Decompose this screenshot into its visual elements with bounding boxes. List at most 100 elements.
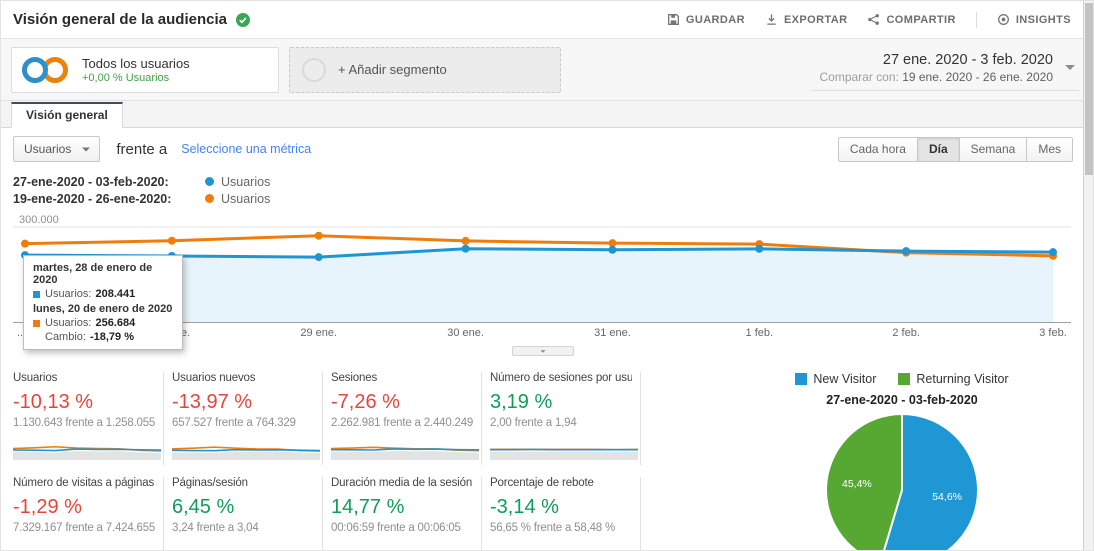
metric-select-value: Usuarios <box>24 142 72 156</box>
metric-card-title: Sesiones <box>331 372 378 384</box>
save-button[interactable]: GUARDAR <box>667 13 745 26</box>
tooltip-change-row: Cambio: -18,79 % <box>45 331 134 343</box>
pie-slice-new-visitor[interactable] <box>880 412 979 551</box>
granularity-cada-hora[interactable]: Cada hora <box>837 136 918 162</box>
save-label: GUARDAR <box>685 13 745 26</box>
verified-check-icon <box>235 12 250 27</box>
metric-card-porcentaje-de-rebote[interactable]: Porcentaje de rebote -3,14 % 56,65 % frent… <box>490 476 641 551</box>
tooltip-row-compare: Usuarios: 256.684 <box>33 317 173 329</box>
segment-name: Todos los usuarios <box>82 55 190 71</box>
pie-slice-value-label: 54,6% <box>932 491 962 503</box>
metric-card-title: Páginas/sesión <box>172 476 248 489</box>
metric-card-paginas-sesion[interactable]: Páginas/sesión 6,45 % 3,24 frente a 3,04 <box>172 476 323 551</box>
metric-card-delta: -10,13 % <box>13 391 94 413</box>
download-icon <box>767 14 776 25</box>
metric-card-comparison: 657.527 frente a 764.329 <box>172 417 296 429</box>
metric-card-delta: -3,14 % <box>490 495 559 518</box>
metric-card-title: Usuarios <box>13 372 58 384</box>
legend-range: 27-ene-2020 - 03-feb-2020: <box>13 174 169 189</box>
x-tick-4: 31 ene. <box>594 327 631 339</box>
metric-card-delta: -7,26 % <box>331 391 400 413</box>
metric-card-delta: 6,45 % <box>172 495 235 518</box>
x-tick-3: 30 ene. <box>447 327 484 339</box>
share-button[interactable]: COMPARTIR <box>867 13 955 26</box>
segment-rings-icon <box>22 56 68 83</box>
chart-collapse-handle[interactable] <box>512 346 574 356</box>
timeseries-chart[interactable]: 300.000 martes, 28 de enero de 2020 Usua… <box>13 213 1073 350</box>
date-range-selector[interactable]: 27 ene. 2020 - 3 feb. 2020 Comparar con:… <box>811 49 1079 91</box>
metric-card-comparison: 3,24 frente a 3,04 <box>172 521 259 534</box>
granularity-semana[interactable]: Semana <box>958 136 1028 162</box>
select-metric-link[interactable]: Seleccione una métrica <box>181 142 312 156</box>
series-color-dot-icon <box>205 177 214 186</box>
metric-select[interactable]: Usuarios <box>13 136 101 162</box>
legend-series-1: 27-ene-2020 - 03-feb-2020: Usuarios <box>13 173 1073 190</box>
pie-chart-svg[interactable]: 54,6% 45,4% <box>817 411 987 551</box>
metric-sparkline <box>172 539 320 551</box>
metric-sparkline <box>13 445 161 460</box>
metric-card-numero-de-visitas-a-paginas[interactable]: Número de visitas a páginas -1,29 % 7.329.… <box>13 476 164 551</box>
metric-sparkline <box>13 539 161 551</box>
floppy-disk-icon <box>667 14 679 25</box>
metric-card-delta: -1,29 % <box>13 495 82 518</box>
pie-legend-returning-visitor: Returning Visitor <box>898 372 1009 386</box>
add-segment-label: + Añadir segmento <box>338 62 447 77</box>
tab-band: Visión general <box>1 101 1093 128</box>
legend-metric: Usuarios <box>221 191 271 206</box>
metric-sparkline <box>331 539 479 551</box>
pie-legend-new-visitor: New Visitor <box>795 372 876 386</box>
granularity-dia[interactable]: Día <box>916 136 960 162</box>
metric-card-title: Número de sesiones por usuario <box>490 372 632 384</box>
pie-swatch-icon <box>795 373 808 385</box>
insights-label: INSIGHTS <box>1015 13 1071 26</box>
segment-all-users[interactable]: Todos los usuarios +0,00 % Usuarios <box>11 46 279 93</box>
pie-slice-returning-visitor[interactable] <box>825 412 903 551</box>
pie-swatch-icon <box>898 373 911 385</box>
add-segment-circle-icon <box>302 57 326 82</box>
metric-card-delta: -13,97 % <box>172 391 253 413</box>
share-icon <box>868 14 880 25</box>
export-button[interactable]: EXPORTAR <box>765 13 848 26</box>
export-label: EXPORTAR <box>783 13 848 26</box>
legend-metric: Usuarios <box>221 174 271 189</box>
x-tick-6: 2 feb. <box>892 327 920 339</box>
metric-cards-grid: Usuarios -10,13 % 1.130.643 frente a 1.258… <box>13 372 649 551</box>
report-content: Usuarios frente a Seleccione una métrica… <box>1 135 1085 551</box>
scrollbar-thumb[interactable] <box>1085 3 1093 175</box>
legend-range: 19-ene-2020 - 26-ene-2020: <box>13 191 172 206</box>
page-title: Visión general de la audiencia <box>13 11 227 28</box>
header-bar: Visión general de la audiencia GUARDAR <box>1 1 1093 39</box>
series-color-dot-icon <box>205 194 214 203</box>
chart-legend: 27-ene-2020 - 03-feb-2020: Usuarios 19-ene… <box>13 173 1073 207</box>
metric-card-title: Duración media de la sesión <box>331 476 473 489</box>
pie-slice-value-label: 45,4% <box>842 478 872 490</box>
metric-sparkline <box>490 539 638 551</box>
x-tick-5: 1 feb. <box>745 327 774 339</box>
y-axis-gridline-label: 300.000 <box>19 214 59 226</box>
pie-legend-label: Returning Visitor <box>916 372 1009 386</box>
metric-card-duracion-media-de-la-sesion[interactable]: Duración media de la sesión 14,77 % 00:06:… <box>331 476 482 551</box>
insights-icon <box>997 14 1009 25</box>
x-tick-0: ... <box>17 327 27 339</box>
header-actions: GUARDAR EXPORTAR COMPARTIR <box>667 11 1071 28</box>
add-segment-button[interactable]: + Añadir segmento <box>289 46 561 93</box>
pie-legend-label: New Visitor <box>813 372 877 386</box>
scrollbar[interactable] <box>1083 1 1093 550</box>
granularity-button-group: Cada hora Día Semana Mes <box>837 136 1073 162</box>
metric-card-usuarios-nuevos[interactable]: Usuarios nuevos -13,97 % 657.527 frente a … <box>172 372 323 465</box>
insights-button[interactable]: INSIGHTS <box>997 13 1071 26</box>
metric-card-usuarios[interactable]: Usuarios -10,13 % 1.130.643 frente a 1.258… <box>13 372 164 465</box>
metric-card-sesiones[interactable]: Sesiones -7,26 % 2.262.981 frente a 2.440.… <box>331 372 482 465</box>
granularity-mes[interactable]: Mes <box>1026 136 1073 162</box>
metric-card-numero-de-sesiones-por-usuario[interactable]: Número de sesiones por usuario 3,19 % 2,00… <box>490 372 641 465</box>
x-tick-2: 29 ene. <box>300 327 338 339</box>
tab-overview[interactable]: Visión general <box>11 102 123 128</box>
share-label: COMPARTIR <box>886 13 956 26</box>
metric-card-title: Número de visitas a páginas <box>13 476 155 489</box>
metric-card-comparison: 2.262.981 frente a 2.440.249 <box>331 417 473 429</box>
legend-series-2: 19-ene-2020 - 26-ene-2020: Usuarios <box>13 190 1073 207</box>
timeseries-svg[interactable] <box>13 213 1071 325</box>
chevron-down-icon <box>82 147 91 151</box>
metric-card-delta: 3,19 % <box>490 391 553 413</box>
